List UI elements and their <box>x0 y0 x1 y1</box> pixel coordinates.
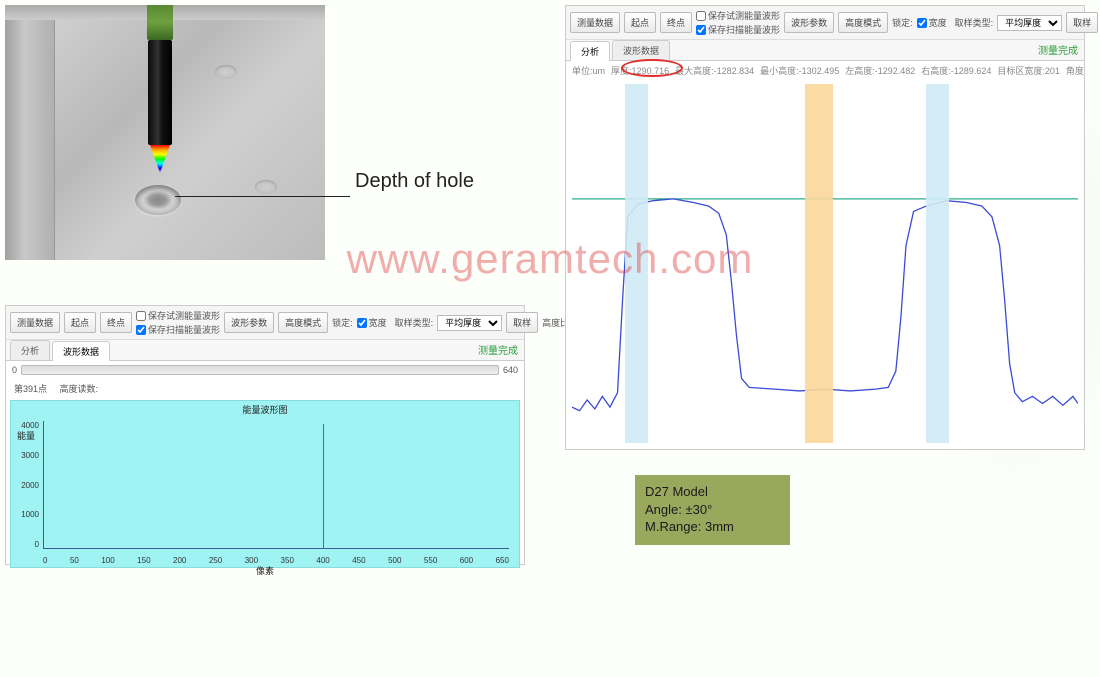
status-done-2: 测量完成 <box>1032 40 1084 60</box>
big-toolbar: 测量数据 起点 终点 保存试测能量波形 保存扫描能量波形 波形参数 高度模式 锁… <box>566 6 1084 40</box>
btn-sample-2[interactable]: 取样 <box>1066 12 1098 33</box>
callout-line <box>175 196 350 197</box>
tab-waveform[interactable]: 波形数据 <box>52 341 110 361</box>
model-spec-box: D27 Model Angle: ±30° M.Range: 3mm <box>635 475 790 545</box>
point-info: 第391点 高度读数: <box>6 379 524 398</box>
chk-save-scan[interactable]: 保存扫描能量波形 <box>136 323 220 336</box>
btn-start-point[interactable]: 起点 <box>64 312 96 333</box>
profile-plot <box>572 84 1078 443</box>
btn-measure-data[interactable]: 测量数据 <box>10 312 60 333</box>
tab-analysis[interactable]: 分析 <box>10 340 50 360</box>
profile-window: 测量数据 起点 终点 保存试测能量波形 保存扫描能量波形 波形参数 高度模式 锁… <box>565 5 1085 450</box>
lbl-sample-type: 取样类型: <box>395 316 434 329</box>
depth-of-hole-label: Depth of hole <box>355 170 474 193</box>
chart-axes <box>43 421 509 549</box>
sel-sample-type[interactable]: 平均厚度 <box>437 315 502 331</box>
btn-start-point-2[interactable]: 起点 <box>624 12 656 33</box>
spec-range: M.Range: 3mm <box>645 518 780 536</box>
btn-end-point[interactable]: 终点 <box>100 312 132 333</box>
slider-row: 0 640 <box>6 361 524 379</box>
btn-measure-data-2[interactable]: 测量数据 <box>570 12 620 33</box>
sensor-photo <box>5 5 325 260</box>
btn-wave-params[interactable]: 波形参数 <box>224 312 274 333</box>
position-slider[interactable] <box>21 365 499 375</box>
lbl-lock: 锁定: <box>332 316 353 329</box>
spec-model: D27 Model <box>645 483 780 501</box>
chk-width[interactable]: 宽度 <box>357 316 387 329</box>
slider-max: 640 <box>503 365 518 375</box>
tab-analysis-2[interactable]: 分析 <box>570 41 610 61</box>
chk-width-2[interactable]: 宽度 <box>917 16 947 29</box>
big-tabbar: 分析 波形数据 测量完成 <box>566 40 1084 61</box>
sensor-probe <box>147 5 173 170</box>
chk-save-scan-2[interactable]: 保存扫描能量波形 <box>696 23 780 36</box>
status-done: 测量完成 <box>472 340 524 360</box>
chk-save-meas-2[interactable]: 保存试测能量波形 <box>696 9 780 22</box>
mini-toolbar: 测量数据 起点 终点 保存试测能量波形 保存扫描能量波形 波形参数 高度模式 锁… <box>6 306 524 340</box>
energy-chart: 能量波形图 能量 40003000200010000 0501001502002… <box>10 400 520 568</box>
energy-waveform-window: 测量数据 起点 终点 保存试测能量波形 保存扫描能量波形 波形参数 高度模式 锁… <box>5 305 525 565</box>
measurement-readout: 单位:um 厚度:1290.716 最大高度:-1282.834 最小高度:-1… <box>566 61 1084 80</box>
spec-angle: Angle: ±30° <box>645 501 780 519</box>
sel-sample-type-2[interactable]: 平均厚度 <box>997 15 1062 31</box>
btn-sample[interactable]: 取样 <box>506 312 538 333</box>
btn-wave-params-2[interactable]: 波形参数 <box>784 12 834 33</box>
chart-title: 能量波形图 <box>242 403 287 416</box>
slider-min: 0 <box>12 365 17 375</box>
tab-waveform-2[interactable]: 波形数据 <box>612 40 670 60</box>
chk-save-meas[interactable]: 保存试测能量波形 <box>136 309 220 322</box>
btn-end-point-2[interactable]: 终点 <box>660 12 692 33</box>
mini-tabbar: 分析 波形数据 测量完成 <box>6 340 524 361</box>
btn-height-mode[interactable]: 高度模式 <box>278 312 328 333</box>
chart-xlabel: 像素 <box>256 564 274 577</box>
btn-height-mode-2[interactable]: 高度模式 <box>838 12 888 33</box>
